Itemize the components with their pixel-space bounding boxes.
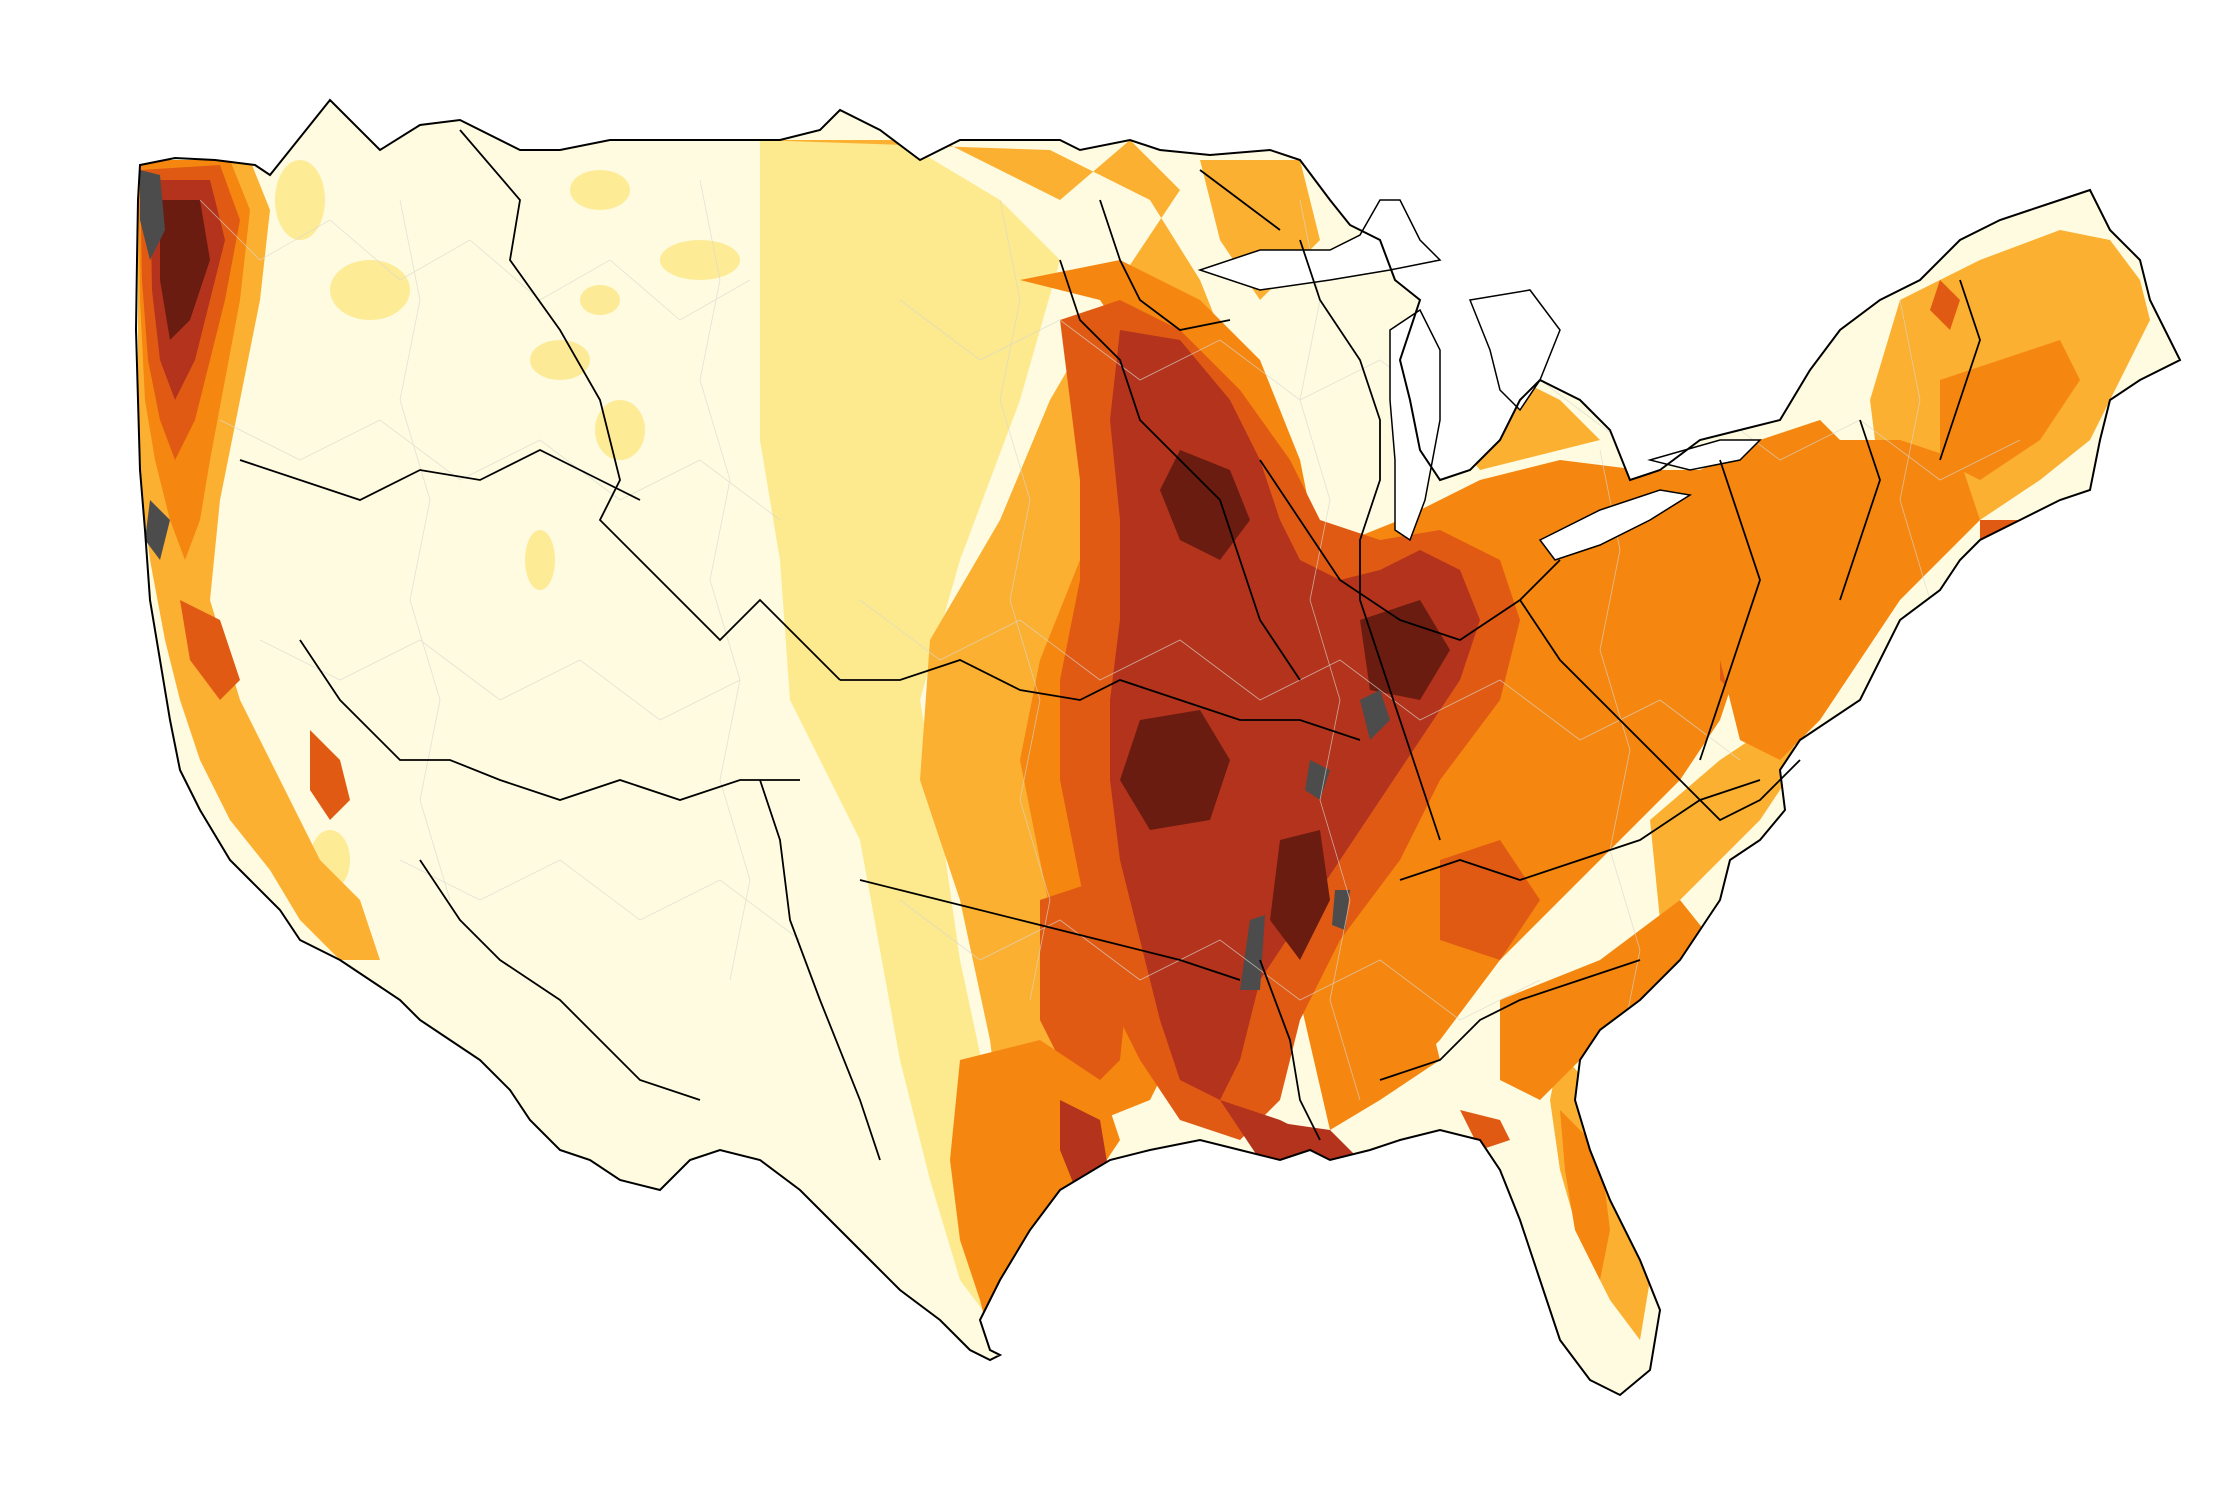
class-1-patches	[275, 160, 850, 890]
basin-boundaries	[239, 129, 1981, 1161]
class-7-core	[1120, 450, 1450, 960]
lake-superior	[1197, 199, 1442, 291]
sub-watershed-lines	[199, 179, 2021, 1101]
no-data-areas	[1240, 690, 1390, 990]
west-coast-classes	[138, 160, 380, 960]
lake-erie	[1538, 489, 1693, 561]
class-2-band	[760, 140, 1060, 1320]
lake-huron	[1468, 289, 1561, 412]
lake-ontario	[1647, 439, 1762, 471]
